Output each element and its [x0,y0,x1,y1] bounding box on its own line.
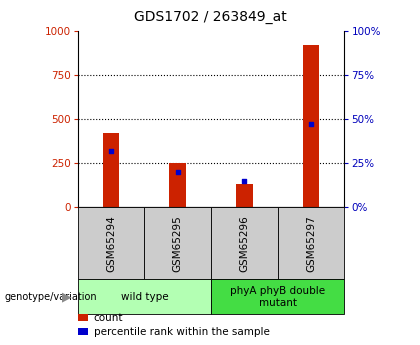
Text: GSM65294: GSM65294 [106,215,116,272]
Text: GSM65297: GSM65297 [306,215,316,272]
Bar [78,279,211,314]
Bar [78,314,88,322]
Point [108,148,114,154]
Bar [144,207,211,279]
Bar [278,207,344,279]
Text: genotype/variation: genotype/variation [4,292,97,302]
Point [308,121,315,127]
Text: GSM65296: GSM65296 [239,215,249,272]
Bar [211,279,344,314]
Text: GDS1702 / 263849_at: GDS1702 / 263849_at [134,10,286,24]
Text: ▶: ▶ [63,290,72,303]
Text: percentile rank within the sample: percentile rank within the sample [94,327,270,337]
Bar [303,45,319,207]
Text: wild type: wild type [121,292,168,302]
Bar [236,184,253,207]
Text: count: count [94,313,123,323]
Point [174,169,181,175]
Text: phyA phyB double
mutant: phyA phyB double mutant [230,286,325,307]
Point [241,178,248,184]
Bar [211,207,278,279]
Bar [103,133,119,207]
Bar [169,163,186,207]
Bar [78,328,88,335]
Text: GSM65295: GSM65295 [173,215,183,272]
Bar [78,207,144,279]
